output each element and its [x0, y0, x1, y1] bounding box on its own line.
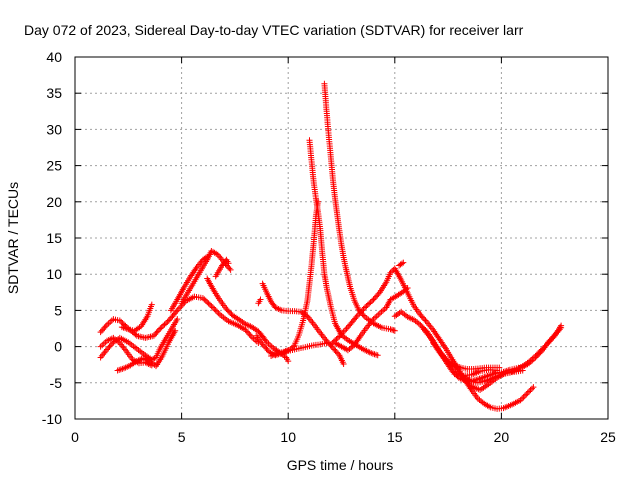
x-tick-label: 0: [71, 429, 79, 445]
point-markers: [212, 256, 232, 280]
point-markers: [167, 253, 211, 314]
chart-title: Day 072 of 2023, Sidereal Day-to-day VTE…: [24, 22, 524, 38]
y-tick-label: 35: [46, 85, 62, 101]
x-tick-label: 20: [494, 429, 510, 445]
point-markers: [114, 327, 179, 374]
point-markers: [118, 301, 155, 334]
x-axis-label: GPS time / hours: [287, 457, 394, 473]
axis-ticks: 0 5 10 15 20 25 -10 -5 0 5 10 15 20 25 30 35 40: [42, 49, 616, 445]
x-tick-label: 5: [178, 429, 186, 445]
series-track-1: [97, 293, 262, 346]
y-tick-label: 10: [46, 266, 62, 282]
y-tick-label: 15: [46, 230, 62, 246]
y-axis-label: SDTVAR / TECUs: [5, 182, 21, 294]
point-markers: [451, 366, 501, 379]
point-markers: [97, 293, 262, 346]
y-tick-label: 0: [54, 339, 62, 355]
y-tick-label: -5: [50, 375, 63, 391]
series-track-11: [259, 280, 347, 367]
series-track-5: [118, 301, 155, 334]
series-track-18: [396, 259, 407, 269]
y-tick-label: -10: [42, 411, 62, 427]
series-track-6: [167, 253, 211, 314]
series-track-4: [114, 327, 179, 374]
point-markers: [268, 198, 321, 359]
point-markers: [97, 334, 155, 369]
series-track-13: [268, 198, 321, 359]
y-tick-label: 5: [54, 302, 62, 318]
y-tick-label: 30: [46, 121, 62, 137]
x-tick-label: 25: [600, 429, 616, 445]
x-tick-label: 15: [387, 429, 403, 445]
series-track-23: [451, 366, 501, 379]
series-track-10: [255, 296, 264, 307]
y-tick-label: 40: [46, 49, 62, 65]
point-markers: [396, 259, 407, 269]
y-tick-label: 20: [46, 194, 62, 210]
y-tick-label: 25: [46, 158, 62, 174]
series-track-3: [97, 334, 155, 369]
point-markers: [259, 280, 347, 367]
point-markers: [255, 296, 264, 307]
x-tick-label: 10: [280, 429, 296, 445]
series-track-8: [212, 256, 232, 280]
data-points: [97, 80, 565, 412]
